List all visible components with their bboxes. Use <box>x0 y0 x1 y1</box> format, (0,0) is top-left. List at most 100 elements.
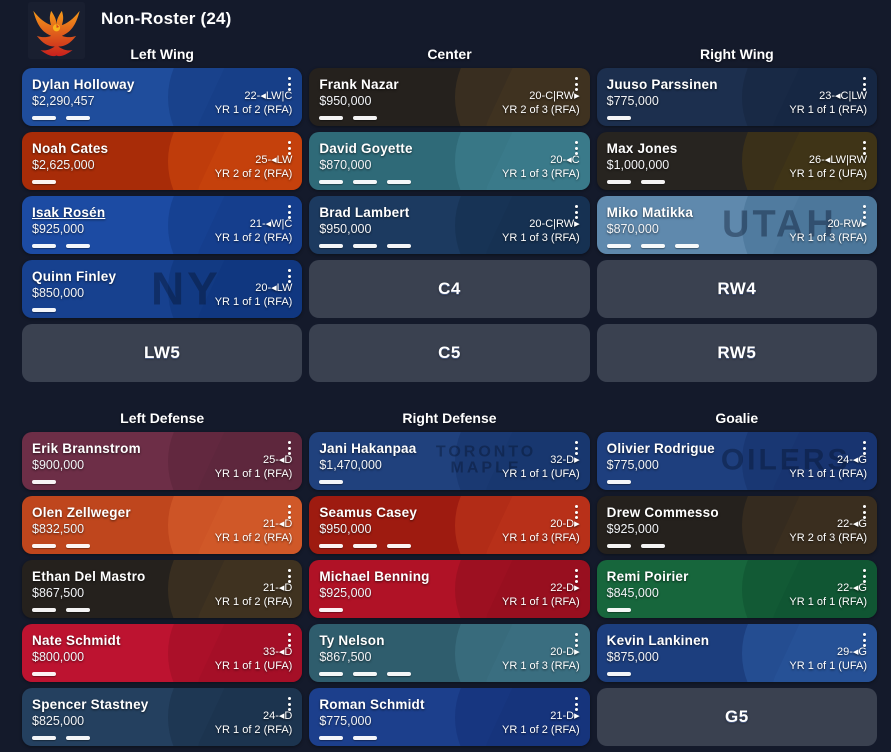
kebab-menu-icon[interactable] <box>280 200 298 224</box>
player-card-seamus-casey[interactable]: Seamus Casey $950,000 20-D▸ YR 1 of 3 (RFA) <box>309 496 590 554</box>
kebab-menu-icon[interactable] <box>855 72 873 96</box>
player-card-olivier-rodrigue[interactable]: OILERS Olivier Rodrigue $775,000 24-◂G YR 1 … <box>596 432 877 490</box>
player-salary: $2,290,457 <box>32 94 95 108</box>
player-card-kevin-lankinen[interactable]: Kevin Lankinen $875,000 29-◂G YR 1 of 1 (UF… <box>596 624 877 682</box>
kebab-menu-icon[interactable] <box>280 72 298 96</box>
kebab-menu-icon[interactable] <box>280 564 298 588</box>
kebab-menu-icon[interactable] <box>568 136 586 160</box>
player-card-spencer-stastney[interactable]: Spencer Stastney $825,000 24-◂D YR 1 of 2 (… <box>22 688 303 746</box>
player-name[interactable]: Isak Rosén <box>32 205 106 220</box>
player-card-ty-nelson[interactable]: Ty Nelson $867,500 20-D▸ YR 1 of 3 (RFA) <box>309 624 590 682</box>
kebab-menu-icon[interactable] <box>280 136 298 160</box>
player-name[interactable]: Ty Nelson <box>319 633 385 648</box>
player-card-nate-schmidt[interactable]: Nate Schmidt $800,000 33-◂D YR 1 of 1 (UFA) <box>22 624 303 682</box>
player-name[interactable]: Juuso Parssinen <box>606 77 718 92</box>
kebab-menu-icon[interactable] <box>855 136 873 160</box>
contract-term: YR 1 of 2 (RFA) <box>214 532 293 544</box>
player-card-dylan-holloway[interactable]: Dylan Holloway $2,290,457 22-◂LW|C YR 1 of … <box>22 68 303 126</box>
player-name[interactable]: Noah Cates <box>32 141 109 156</box>
age-position: 20-RW▸ <box>827 218 867 230</box>
player-card-erik-brannstrom[interactable]: Erik Brannstrom $900,000 25-◂D YR 1 of 1 (R… <box>22 432 303 490</box>
column-header-goalie: Goalie <box>715 410 759 426</box>
header: Non-Roster (24) <box>28 2 232 59</box>
contract-year-bars <box>606 116 631 120</box>
kebab-menu-icon[interactable] <box>280 500 298 524</box>
player-card-remi-poirier[interactable]: Remi Poirier $845,000 22-◂G YR 1 of 1 (RFA) <box>596 560 877 618</box>
player-card-ethan-del-mastro[interactable]: Ethan Del Mastro $867,500 21-◂D YR 1 of 2 (… <box>22 560 303 618</box>
player-card-michael-benning[interactable]: Michael Benning $925,000 22-D▸ YR 1 of 1 (R… <box>309 560 590 618</box>
kebab-menu-icon[interactable] <box>568 72 586 96</box>
kebab-menu-icon[interactable] <box>280 264 298 288</box>
player-name[interactable]: Roman Schmidt <box>319 697 425 712</box>
empty-slot-rw5[interactable]: RW5 <box>596 324 877 382</box>
player-name[interactable]: Remi Poirier <box>606 569 689 584</box>
empty-slot-label: RW4 <box>717 279 757 298</box>
player-name[interactable]: Seamus Casey <box>319 505 418 520</box>
empty-slot-c4[interactable]: C4 <box>309 260 590 318</box>
player-card-brad-lambert[interactable]: Brad Lambert $950,000 20-C|RW▸ YR 1 of 3 (R… <box>309 196 590 254</box>
contract-year-bars <box>32 308 56 312</box>
player-name[interactable]: Ethan Del Mastro <box>32 569 146 584</box>
player-name[interactable]: Drew Commesso <box>606 505 719 520</box>
kebab-menu-icon[interactable] <box>568 628 586 652</box>
player-name[interactable]: David Goyette <box>319 141 413 156</box>
player-name[interactable]: Kevin Lankinen <box>606 633 710 648</box>
kebab-menu-icon[interactable] <box>568 692 586 716</box>
age-position: 20-◂C <box>550 154 580 166</box>
player-name[interactable]: Dylan Holloway <box>32 77 135 92</box>
kebab-menu-icon[interactable] <box>855 200 873 224</box>
player-name[interactable]: Miko Matikka <box>606 205 694 220</box>
player-card-jani-hakanpaa[interactable]: TORONTO MAPLE Jani Hakanpaa $1,470,000 32-D… <box>309 432 590 490</box>
player-card-juuso-parssinen[interactable]: Juuso Parssinen $775,000 23-◂C|LW YR 1 of 1… <box>596 68 877 126</box>
player-name[interactable]: Olen Zellweger <box>32 505 131 520</box>
page-title: Non-Roster (24) <box>101 9 232 28</box>
player-name[interactable]: Max Jones <box>606 141 678 156</box>
player-meta: 32-D▸ YR 1 of 1 (UFA) <box>502 453 580 481</box>
player-card-isak-ros-n[interactable]: Isak Rosén $925,000 21-◂W|C YR 1 of 2 (RFA) <box>22 196 303 254</box>
player-name[interactable]: Quinn Finley <box>32 269 117 284</box>
kebab-menu-icon[interactable] <box>280 436 298 460</box>
player-card-miko-matikka[interactable]: UTAH Miko Matikka $870,000 20-RW▸ YR 1 of 3 … <box>596 196 877 254</box>
player-card-noah-cates[interactable]: Noah Cates $2,625,000 25-◂LW YR 2 of 2 (RFA… <box>22 132 303 190</box>
player-card-olen-zellweger[interactable]: Olen Zellweger $832,500 21-◂D YR 1 of 2 (RF… <box>22 496 303 554</box>
kebab-menu-icon[interactable] <box>568 436 586 460</box>
kebab-menu-icon[interactable] <box>280 692 298 716</box>
year-bar <box>66 736 90 740</box>
column-left-wing: Left Wing Dylan Holloway $2,290,457 22-◂LW|… <box>22 45 303 388</box>
kebab-menu-icon[interactable] <box>568 200 586 224</box>
contract-year-bars <box>319 608 344 612</box>
player-salary: $832,500 <box>32 522 85 536</box>
player-name[interactable]: Michael Benning <box>319 569 430 584</box>
player-name[interactable]: Nate Schmidt <box>32 633 121 648</box>
player-card-max-jones[interactable]: Max Jones $1,000,000 26-◂LW|RW YR 1 of 2 (U… <box>596 132 877 190</box>
player-card-quinn-finley[interactable]: NY Quinn Finley $850,000 20-◂LW YR 1 of 1 (R… <box>22 260 303 318</box>
kebab-menu-icon[interactable] <box>855 500 873 524</box>
kebab-menu-icon[interactable] <box>855 436 873 460</box>
kebab-menu-icon[interactable] <box>568 564 586 588</box>
player-name[interactable]: Brad Lambert <box>319 205 410 220</box>
player-name[interactable]: Jani Hakanpaa <box>319 441 417 456</box>
player-salary: $775,000 <box>319 714 372 728</box>
empty-slot-c5[interactable]: C5 <box>309 324 590 382</box>
player-card-david-goyette[interactable]: David Goyette $870,000 20-◂C YR 1 of 3 (RFA… <box>309 132 590 190</box>
empty-slot-lw5[interactable]: LW5 <box>22 324 303 382</box>
player-name[interactable]: Spencer Stastney <box>32 697 149 712</box>
player-meta: 21-◂D YR 1 of 2 (RFA) <box>215 517 293 545</box>
contract-year-bars <box>319 672 412 676</box>
player-card-frank-nazar[interactable]: Frank Nazar $950,000 20-C|RW▸ YR 2 of 3 (RF… <box>309 68 590 126</box>
column-header-center: Center <box>427 46 472 62</box>
player-card-drew-commesso[interactable]: Drew Commesso $925,000 22-◂G YR 2 of 3 (RFA… <box>596 496 877 554</box>
kebab-menu-icon[interactable] <box>855 628 873 652</box>
kebab-menu-icon[interactable] <box>855 564 873 588</box>
empty-slot-g5[interactable]: G5 <box>596 688 877 746</box>
player-name[interactable]: Olivier Rodrigue <box>606 441 715 456</box>
kebab-menu-icon[interactable] <box>568 500 586 524</box>
player-card-roman-schmidt[interactable]: Roman Schmidt $775,000 21-D▸ YR 1 of 2 (RFA… <box>309 688 590 746</box>
player-meta: 25-◂D YR 1 of 1 (RFA) <box>215 453 293 481</box>
player-name[interactable]: Erik Brannstrom <box>32 441 141 456</box>
player-name[interactable]: Frank Nazar <box>319 77 399 92</box>
year-bar <box>674 244 699 248</box>
kebab-menu-icon[interactable] <box>280 628 298 652</box>
empty-slot-rw4[interactable]: RW4 <box>596 260 877 318</box>
phoenix-logo[interactable] <box>28 2 85 59</box>
